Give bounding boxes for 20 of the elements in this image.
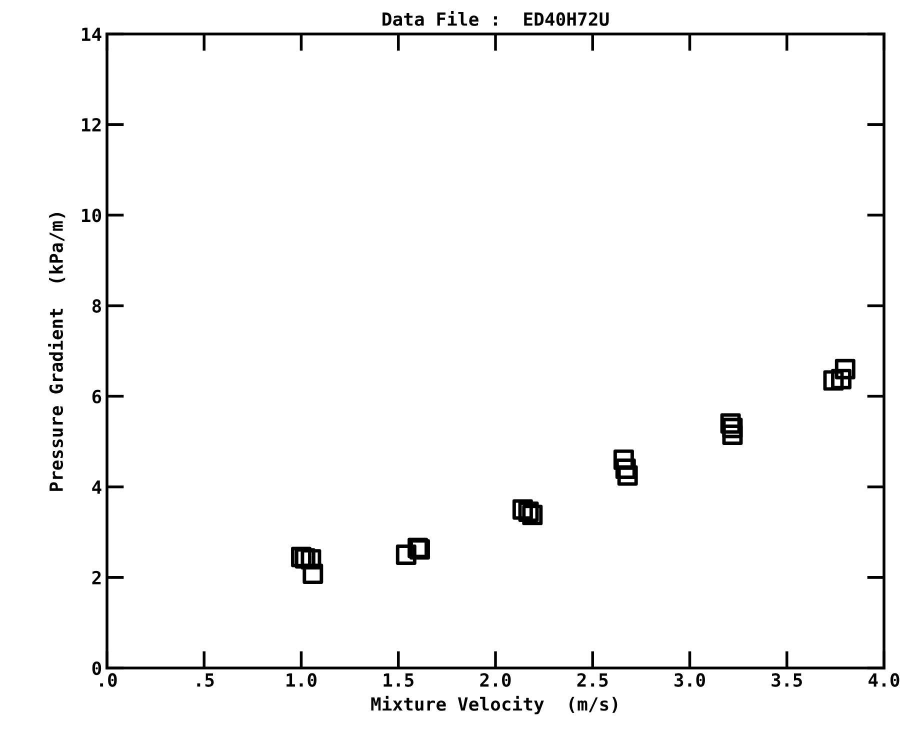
- y-tick-label: 2: [92, 570, 101, 584]
- y-tick-label: 0: [92, 661, 102, 676]
- y-tick-label: 4: [92, 480, 102, 494]
- x-tick-label: .0: [100, 673, 117, 687]
- y-tick-label: 12: [82, 118, 101, 132]
- x-tick-label: 4.0: [868, 673, 900, 687]
- y-tick-label: 6: [92, 390, 102, 404]
- x-tick-label: 1.0: [286, 673, 316, 687]
- chart-title: Data File : ED40H72U: [382, 10, 609, 26]
- y-tick-label: 10: [82, 208, 102, 222]
- y-tick-label: 14: [82, 28, 102, 41]
- y-tick-label: 8: [92, 299, 101, 313]
- x-tick-label: 2.0: [480, 673, 511, 687]
- y-axis-title: Pressure Gradient (kPa/m): [48, 213, 66, 491]
- x-tick-label: 2.5: [577, 673, 608, 687]
- x-tick-label: 3.0: [674, 673, 705, 687]
- x-tick-label: 1.5: [384, 673, 414, 687]
- x-tick-label: 3.5: [772, 673, 802, 687]
- x-tick-label: .5: [197, 673, 214, 687]
- x-axis-title: Mixture Velocity (m/s): [371, 696, 618, 714]
